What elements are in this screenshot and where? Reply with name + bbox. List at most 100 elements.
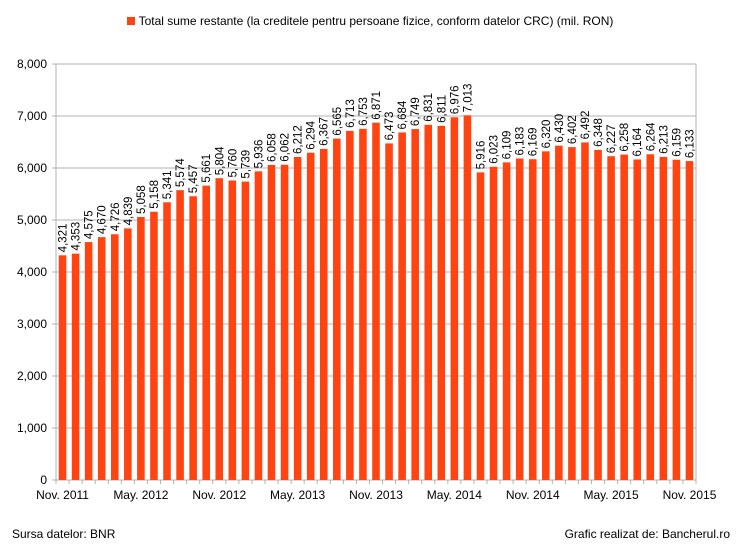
- bar: [515, 158, 524, 480]
- bar: [568, 147, 576, 480]
- data-label: 6,058: [267, 133, 279, 162]
- bar: [620, 154, 628, 481]
- x-tick-label: Nov. 2014: [506, 488, 560, 502]
- bar: [659, 156, 668, 480]
- x-tick-label: May. 2013: [270, 488, 325, 502]
- data-label: 6,213: [658, 125, 670, 154]
- bar: [450, 117, 459, 481]
- data-label: 6,811: [436, 95, 448, 123]
- bar: [84, 242, 93, 480]
- x-tick-label: Nov. 2012: [192, 488, 246, 502]
- data-label: 5,916: [475, 141, 487, 170]
- data-label: 6,402: [567, 115, 579, 144]
- bar: [685, 161, 694, 481]
- data-label: 6,871: [371, 91, 383, 120]
- bar: [228, 180, 237, 481]
- data-label: 4,726: [110, 202, 122, 231]
- bar: [254, 171, 263, 480]
- bar: [71, 253, 80, 480]
- bar: [202, 185, 210, 481]
- data-label: 5,058: [136, 185, 148, 214]
- data-label: 5,457: [188, 164, 200, 193]
- chart-credit: Grafic realizat de: Bancherul.ro: [564, 527, 730, 541]
- data-label: 5,936: [253, 140, 265, 169]
- data-label: 6,258: [619, 123, 631, 152]
- bar: [359, 128, 367, 480]
- bar: [463, 115, 472, 480]
- x-tick-label: Nov. 2013: [349, 488, 403, 502]
- data-label: 4,839: [123, 197, 135, 226]
- bar: [502, 162, 511, 480]
- bar: [372, 122, 380, 480]
- data-label: 6,749: [410, 97, 422, 126]
- bar: [424, 124, 433, 481]
- bar: [672, 159, 681, 480]
- bar: [189, 196, 197, 480]
- data-label: 7,013: [462, 84, 474, 113]
- data-label: 6,169: [528, 127, 540, 156]
- bar: [267, 164, 276, 480]
- y-tick-label: 5,000: [17, 213, 47, 227]
- x-tick-label: Nov. 2011: [36, 488, 89, 502]
- bar: [594, 149, 602, 481]
- data-label: 4,670: [97, 205, 109, 234]
- data-label: 6,294: [306, 120, 318, 149]
- bar: [163, 202, 171, 480]
- y-tick-label: 3,000: [17, 317, 47, 331]
- data-label: 6,713: [345, 99, 357, 128]
- data-label: 6,133: [684, 129, 696, 158]
- data-label: 6,023: [489, 135, 501, 164]
- data-label: 4,575: [84, 210, 96, 239]
- bar: [437, 125, 446, 480]
- bar: [411, 129, 419, 480]
- x-tick-label: May. 2014: [427, 488, 482, 502]
- data-label: 5,574: [175, 158, 187, 187]
- bar: [215, 178, 224, 480]
- data-label: 6,159: [671, 128, 683, 157]
- bar: [581, 142, 589, 480]
- data-label: 6,753: [358, 97, 370, 126]
- data-label: 5,760: [227, 149, 239, 178]
- data-label: 6,430: [554, 114, 566, 143]
- bar: [58, 255, 67, 480]
- data-label: 6,976: [449, 85, 461, 114]
- y-tick-label: 2,000: [17, 369, 47, 383]
- y-tick-label: 0: [40, 473, 47, 487]
- data-label: 6,565: [332, 107, 344, 136]
- y-tick-label: 6,000: [17, 161, 47, 175]
- bar: [97, 237, 106, 480]
- data-label: 4,353: [71, 222, 83, 251]
- bar: [124, 228, 132, 480]
- bar: [385, 143, 393, 481]
- data-label: 5,739: [240, 150, 252, 179]
- bar: [346, 130, 354, 480]
- y-tick-label: 8,000: [17, 57, 47, 71]
- data-label: 4,321: [58, 224, 70, 253]
- bar: [489, 166, 498, 480]
- bar: [293, 156, 302, 480]
- bar: [607, 156, 615, 481]
- bar: [633, 159, 642, 481]
- y-tick-label: 7,000: [17, 109, 47, 123]
- data-label: 6,212: [293, 125, 305, 154]
- bar: [280, 164, 289, 480]
- y-tick-label: 1,000: [17, 421, 47, 435]
- bar: [319, 148, 328, 480]
- data-label: 6,367: [319, 117, 331, 146]
- data-label: 6,684: [397, 100, 409, 129]
- bar: [176, 190, 184, 481]
- data-label: 5,158: [149, 180, 161, 209]
- bar: [150, 211, 158, 480]
- x-tick-label: May. 2012: [113, 488, 168, 502]
- data-label: 5,661: [201, 154, 213, 183]
- x-tick-label: Nov. 2015: [663, 488, 717, 502]
- bar: [476, 172, 485, 481]
- data-label: 6,227: [606, 124, 618, 153]
- data-label: 6,473: [384, 112, 396, 141]
- bar: [646, 154, 655, 480]
- data-label: 6,109: [502, 131, 514, 160]
- bar: [137, 216, 145, 480]
- bar: [333, 138, 341, 480]
- chart-legend: Total sume restante (la creditele pentru…: [0, 14, 740, 28]
